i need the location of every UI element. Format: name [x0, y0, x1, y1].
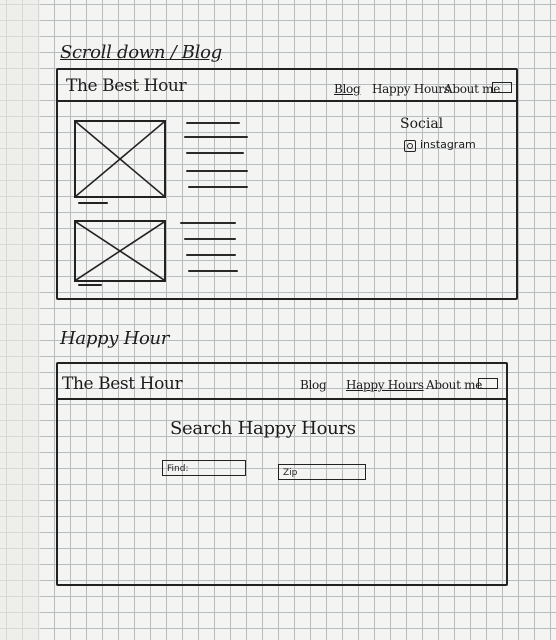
nav-link-about-me[interactable]: About me [426, 378, 483, 392]
page1-label-text: Scroll down / Blog [60, 42, 222, 63]
nav-link-happy-hours[interactable]: Happy Hours [346, 378, 424, 392]
page2-label: Happy Hour [60, 328, 169, 349]
post-text-line [188, 186, 248, 188]
blog-page-frame: The Best Hour Blog Happy Hours About me … [56, 68, 518, 300]
post-text-line [186, 152, 244, 154]
post-text-line [180, 222, 236, 224]
paper-edge [0, 0, 40, 640]
zip-input[interactable]: Zip [278, 464, 366, 480]
page1-label: Scroll down / Blog [60, 42, 222, 63]
happy-hour-navbar: The Best Hour Blog Happy Hours About me [58, 364, 506, 400]
nav-link-about-me[interactable]: About me [444, 82, 501, 96]
instagram-link[interactable]: instagram [420, 138, 476, 151]
post-image-placeholder [74, 220, 166, 282]
blog-navbar: The Best Hour Blog Happy Hours About me [58, 70, 516, 102]
post-text-line [188, 270, 238, 272]
brand-logo[interactable]: The Best Hour [66, 76, 187, 96]
post-image-placeholder [74, 120, 166, 198]
post-text-line [186, 122, 240, 124]
social-heading: Social [400, 116, 444, 132]
post-text-line [186, 254, 236, 256]
find-input[interactable]: Find: [162, 460, 246, 476]
nav-link-happy-hours[interactable]: Happy Hours [372, 82, 450, 96]
post-text-line [184, 238, 236, 240]
post-text-line [186, 170, 248, 172]
menu-icon[interactable] [492, 82, 512, 93]
post-caption-line [78, 284, 102, 286]
nav-link-blog[interactable]: Blog [334, 82, 361, 96]
post-caption-line [78, 202, 108, 204]
search-heading: Search Happy Hours [170, 418, 356, 439]
post-text-line [184, 136, 248, 138]
nav-link-blog[interactable]: Blog [300, 378, 327, 392]
instagram-icon[interactable] [404, 140, 416, 152]
brand-logo[interactable]: The Best Hour [62, 374, 183, 394]
menu-icon[interactable] [478, 378, 498, 389]
page2-label-text: Happy Hour [60, 328, 170, 349]
happy-hour-page-frame: The Best Hour Blog Happy Hours About me … [56, 362, 508, 586]
